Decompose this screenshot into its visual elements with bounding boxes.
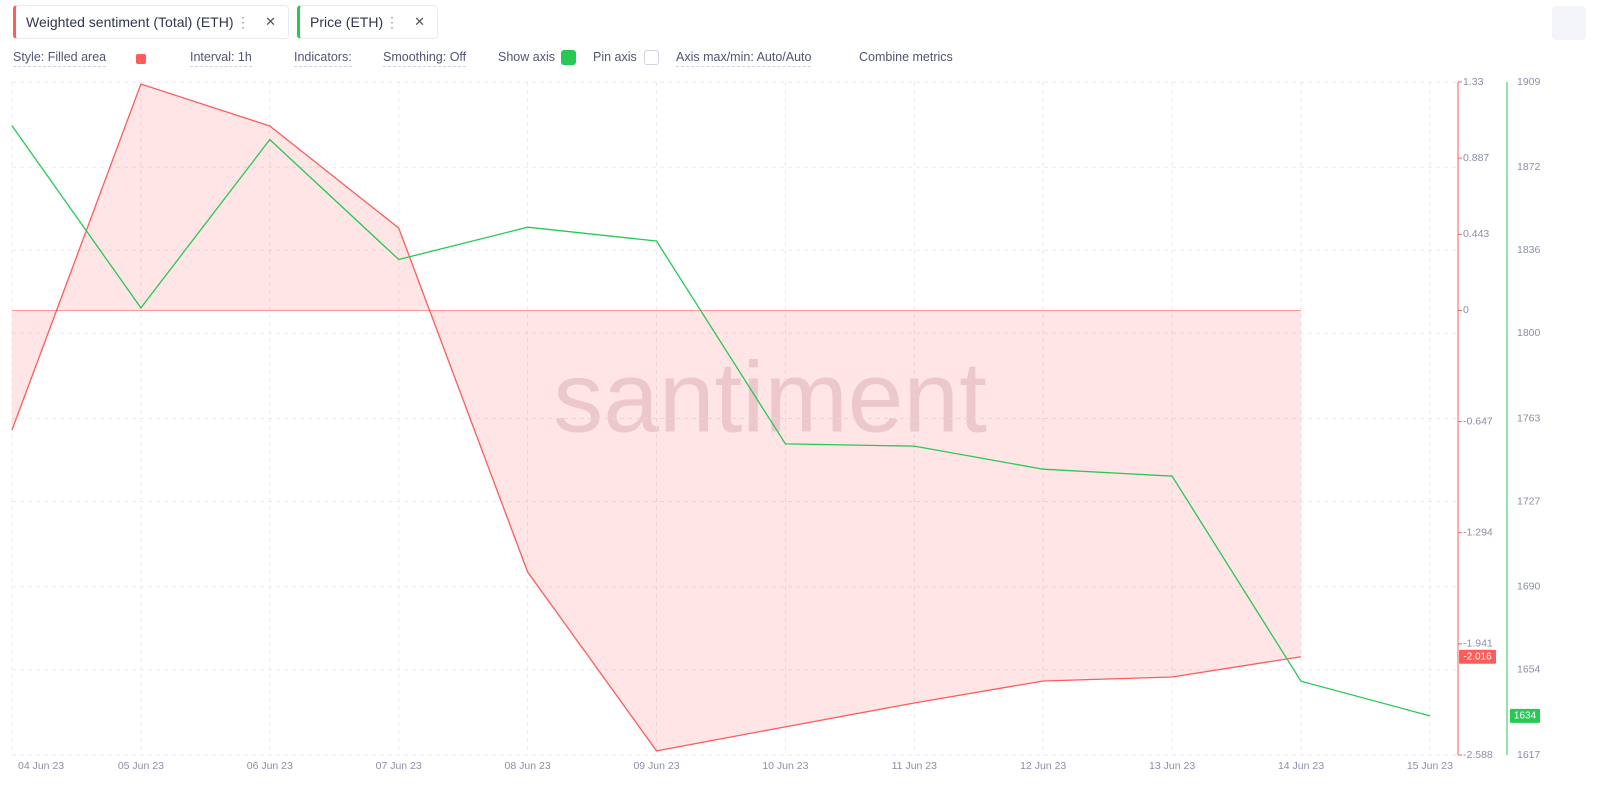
- y2-tick-label: 1909: [1517, 76, 1541, 88]
- color-swatch[interactable]: [136, 54, 146, 64]
- series-line: [11, 125, 1431, 717]
- x-tick-label: 08 Jun 23: [505, 760, 551, 772]
- y2-tick-label: 1617: [1517, 749, 1541, 761]
- last-value-badge: [1459, 649, 1496, 664]
- close-icon[interactable]: ✕: [265, 14, 276, 29]
- y2-tick-label: 1800: [1517, 327, 1541, 339]
- checkbox-checked[interactable]: [561, 50, 576, 65]
- area-fill: [12, 84, 1301, 751]
- y2-tick-label: 1836: [1517, 244, 1541, 256]
- x-tick-label: 05 Jun 23: [118, 760, 164, 772]
- close-icon[interactable]: ✕: [414, 14, 425, 29]
- y-tick-label: 1.33: [1463, 76, 1484, 88]
- interval-select[interactable]: Interval: 1h: [190, 50, 252, 67]
- style-select[interactable]: Style: Filled area: [13, 50, 107, 67]
- y-tick-label: 0.443: [1463, 228, 1489, 240]
- axis-select[interactable]: Axis max/min: Auto/Auto: [676, 50, 812, 67]
- y-tick-label: -1.294: [1463, 527, 1493, 539]
- smoothing-select[interactable]: Smoothing: Off: [383, 50, 467, 67]
- y-tick-label: -2.588: [1463, 749, 1493, 761]
- y-tick-label: -1.941: [1463, 638, 1493, 650]
- y2-tick-label: 1690: [1517, 581, 1541, 593]
- show-axis[interactable]: Show axis: [498, 50, 555, 64]
- last-value-badge: [1510, 708, 1540, 723]
- x-tick-label: 11 Jun 23: [892, 760, 938, 772]
- menu-icon[interactable]: ⋮: [385, 13, 399, 30]
- x-tick-label: 06 Jun 23: [247, 760, 293, 772]
- x-tick-label: 12 Jun 23: [1020, 760, 1066, 772]
- x-tick-label: 10 Jun 23: [762, 760, 808, 772]
- pin-axis[interactable]: Pin axis: [593, 50, 637, 64]
- y-tick-label: 0: [1463, 304, 1469, 316]
- x-tick-label: 09 Jun 23: [633, 760, 679, 772]
- y2-tick-label: 1727: [1517, 495, 1541, 507]
- indicators-select[interactable]: Indicators:: [294, 50, 352, 67]
- x-tick-label: 13 Jun 23: [1149, 760, 1195, 772]
- y2-tick-label: 1654: [1517, 664, 1541, 676]
- y2-tick-label: 1872: [1517, 161, 1541, 173]
- y-tick-label: -0.647: [1463, 415, 1493, 427]
- metric-name: Price (ETH): [310, 14, 384, 30]
- x-tick-label: 15 Jun 23: [1407, 760, 1453, 772]
- y-tick-label: 0.887: [1463, 152, 1489, 164]
- x-tick-label: 07 Jun 23: [376, 760, 422, 772]
- checkbox[interactable]: [644, 50, 659, 65]
- series-line: [11, 83, 1302, 752]
- last-value-label: 1634: [1514, 710, 1537, 721]
- x-tick-label: 14 Jun 23: [1278, 760, 1324, 772]
- metric-name: Weighted sentiment (Total) (ETH): [26, 14, 234, 30]
- combine-metrics[interactable]: Combine metrics: [859, 50, 953, 64]
- menu-icon[interactable]: ⋮: [236, 13, 250, 30]
- settings-button[interactable]: [1552, 6, 1586, 40]
- x-tick-label: 04 Jun 23: [18, 760, 64, 772]
- y2-tick-label: 1763: [1517, 412, 1541, 424]
- metric-tab[interactable]: Weighted sentiment (Total) (ETH) ⋮ ✕: [13, 5, 289, 39]
- metric-tab[interactable]: Price (ETH) ⋮ ✕: [297, 5, 438, 39]
- last-value-label: -2.016: [1463, 651, 1492, 662]
